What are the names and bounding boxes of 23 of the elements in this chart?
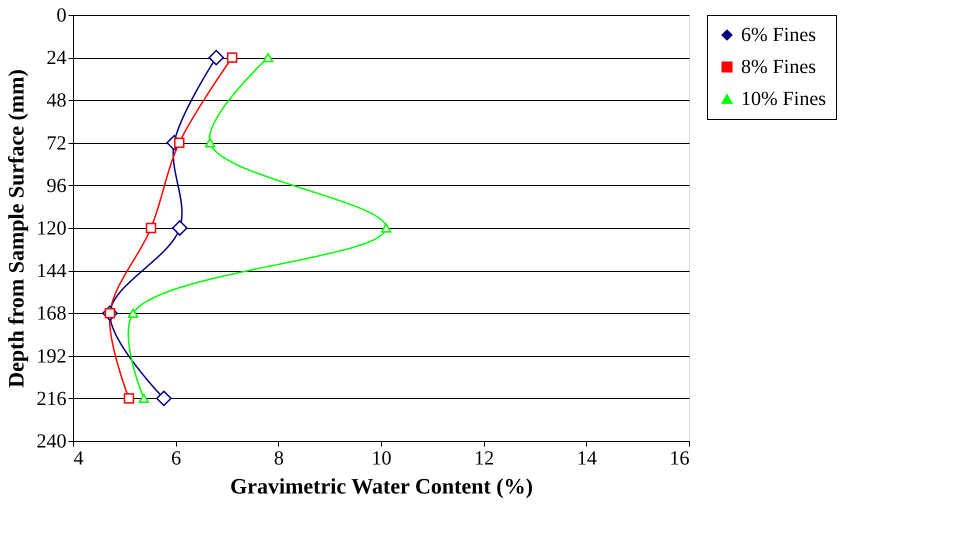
x-tick-label: 4 <box>74 448 84 470</box>
y-tick-label: 216 <box>36 388 66 410</box>
y-tick-label: 72 <box>46 132 66 154</box>
x-tick-label: 14 <box>576 448 597 470</box>
legend-label: 8% Fines <box>741 56 816 78</box>
x-tick-label: 12 <box>474 448 494 470</box>
y-tick-label: 120 <box>36 218 66 240</box>
y-tick-label: 144 <box>36 260 66 282</box>
x-tick-label: 16 <box>670 448 690 470</box>
x-tick-label: 6 <box>171 448 182 470</box>
x-tick-label: 10 <box>372 448 392 470</box>
y-tick-label: 168 <box>36 302 66 325</box>
y-tick-label: 192 <box>36 345 66 368</box>
y-tick-label: 24 <box>46 47 66 70</box>
y-tick-label: 96 <box>46 174 66 197</box>
y-tick-label: 48 <box>46 90 66 112</box>
legend-label: 6% Fines <box>741 24 816 46</box>
x-tick-label: 8 <box>274 448 284 470</box>
legend-label: 10% Fines <box>741 88 826 110</box>
y-tick-label: 0 <box>56 4 66 26</box>
x-axis-title: Gravimetric Water Content (%) <box>230 474 533 498</box>
y-tick-label: 240 <box>36 430 66 452</box>
y-axis-title: Depth from Sample Surface (mm) <box>4 69 28 388</box>
